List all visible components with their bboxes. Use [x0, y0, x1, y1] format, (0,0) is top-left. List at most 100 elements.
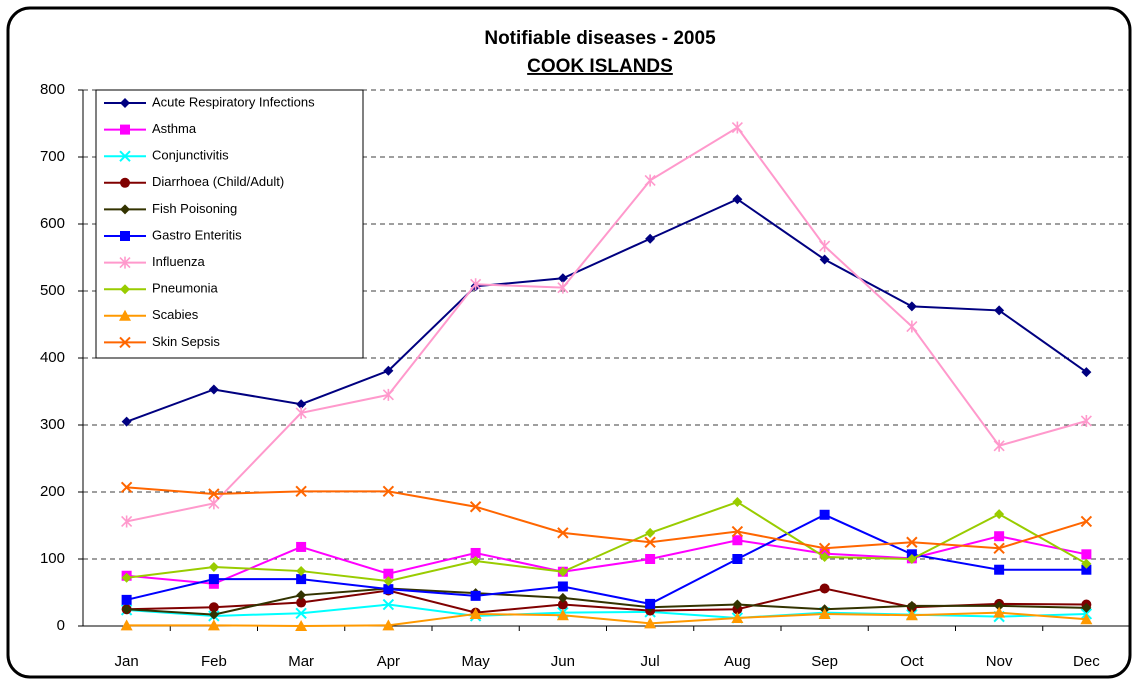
y-tick-label: 800 — [40, 81, 65, 98]
y-tick-label: 600 — [40, 215, 65, 232]
marker — [469, 501, 482, 513]
marker — [731, 121, 743, 134]
legend-label: Acute Respiratory Infections — [152, 94, 315, 109]
y-tick-label: 100 — [40, 550, 65, 567]
marker — [819, 583, 830, 594]
marker — [644, 536, 656, 548]
marker — [208, 497, 220, 510]
series-line — [126, 198, 1087, 423]
marker — [1081, 564, 1092, 575]
marker — [905, 609, 918, 621]
marker — [470, 590, 481, 601]
marker — [470, 547, 481, 558]
marker — [296, 541, 307, 552]
x-tick-label: Feb — [201, 653, 227, 670]
y-tick-label: 400 — [40, 349, 65, 366]
marker — [121, 572, 132, 583]
marker — [556, 609, 569, 621]
marker — [470, 278, 482, 291]
marker — [382, 388, 394, 401]
marker — [557, 273, 568, 284]
series-line — [126, 486, 1087, 550]
marker — [645, 527, 656, 538]
marker — [818, 607, 831, 619]
marker — [819, 240, 831, 253]
marker — [818, 542, 831, 554]
marker — [557, 599, 568, 610]
marker — [121, 515, 133, 528]
marker — [732, 554, 743, 564]
x-tick-label: May — [461, 653, 490, 670]
x-tick-label: Apr — [377, 653, 400, 670]
marker — [1081, 367, 1092, 378]
marker — [819, 254, 830, 265]
marker — [1080, 414, 1092, 427]
marker — [645, 554, 656, 564]
series-line — [126, 587, 1087, 616]
marker — [994, 509, 1005, 520]
marker — [208, 609, 219, 620]
marker — [732, 194, 743, 205]
marker — [119, 150, 131, 162]
marker — [119, 256, 131, 269]
chart-title: Notifiable diseases - 2005 — [484, 28, 716, 49]
marker — [993, 542, 1005, 554]
chart-subtitle: COOK ISLANDS — [527, 56, 673, 77]
marker — [1080, 515, 1093, 528]
marker — [120, 98, 130, 108]
marker — [208, 602, 219, 613]
marker — [557, 592, 568, 603]
marker — [906, 554, 917, 564]
legend-label: Conjunctivitis — [152, 148, 229, 163]
marker — [296, 566, 307, 577]
y-tick-label: 500 — [40, 282, 65, 299]
series-line — [126, 611, 1087, 628]
marker — [557, 527, 569, 539]
x-tick-label: Nov — [986, 653, 1013, 670]
marker — [906, 301, 917, 312]
marker — [295, 620, 308, 631]
marker — [557, 281, 569, 294]
marker — [906, 536, 918, 548]
marker — [382, 619, 395, 631]
x-tick-label: Dec — [1073, 653, 1100, 670]
legend-label: Scabies — [152, 307, 199, 322]
x-tick-label: Oct — [900, 653, 924, 670]
series-line — [126, 126, 1087, 523]
marker — [469, 607, 482, 619]
legend-label: Gastro Enteritis — [152, 227, 242, 242]
x-tick-label: Jan — [115, 653, 139, 670]
marker — [994, 531, 1005, 542]
legend-label: Fish Poisoning — [152, 201, 237, 216]
marker — [557, 566, 568, 577]
marker — [731, 525, 744, 538]
y-tick-label: 0 — [57, 617, 65, 634]
marker — [120, 177, 130, 188]
y-tick-label: 300 — [40, 416, 65, 433]
series-line — [126, 535, 1087, 585]
marker — [383, 584, 394, 595]
y-tick-label: 700 — [40, 148, 65, 165]
x-tick-label: Aug — [724, 653, 751, 670]
series-line — [126, 513, 1087, 605]
marker — [121, 604, 132, 615]
marker — [295, 406, 307, 419]
marker — [208, 574, 219, 585]
y-tick-label: 200 — [40, 483, 65, 500]
marker — [732, 497, 743, 508]
marker — [819, 551, 830, 562]
marker — [644, 617, 657, 629]
x-tick-label: Jul — [641, 653, 660, 670]
marker — [731, 611, 744, 623]
marker — [994, 305, 1005, 316]
marker — [1081, 602, 1092, 613]
marker — [1081, 558, 1092, 569]
marker — [208, 488, 220, 500]
marker — [120, 204, 130, 215]
marker — [120, 481, 133, 494]
marker — [121, 416, 132, 427]
marker — [993, 606, 1006, 618]
marker — [906, 600, 917, 611]
marker — [994, 564, 1005, 575]
